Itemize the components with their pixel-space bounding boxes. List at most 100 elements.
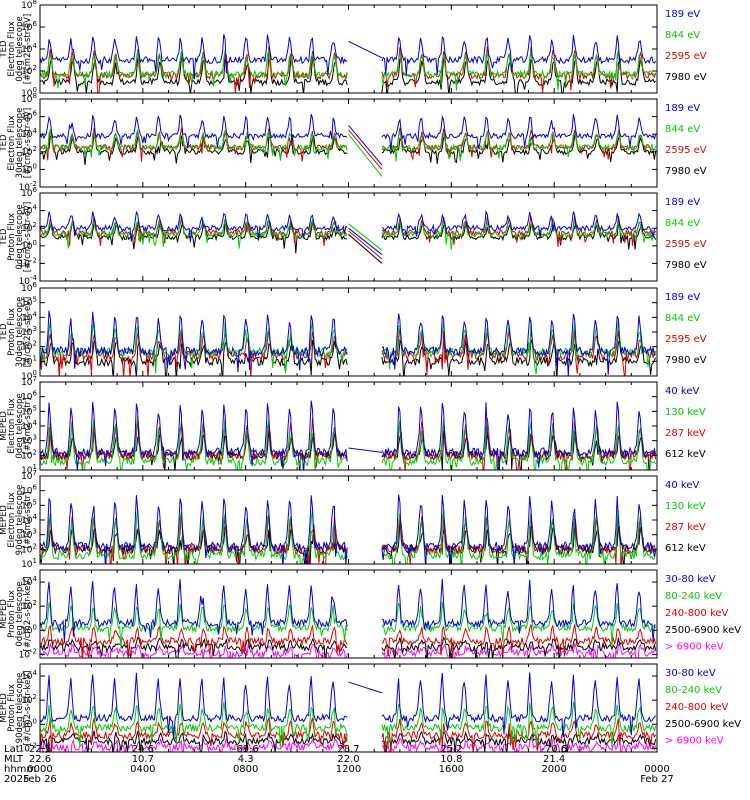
y-axis-label-line: [#/cm2-s-str] [23,492,33,549]
y-tick-exponent: 3 [33,325,37,333]
panel-1: 100 102 104 106 108 TEDElectron Flux0deg tele… [0,0,707,99]
y-tick-label: 103 [21,434,37,447]
x-row-label: Lat [4,744,20,755]
gap-line [348,223,383,251]
y-axis-label: MEPEDElectron Flux90deg telescope[#/cm2-… [0,485,33,556]
gap-line [348,125,383,166]
gap-line [348,447,382,453]
hhmm-value: 0000 [27,764,52,775]
mlt-value: 21.4 [543,754,565,765]
legend-entry: 2595 eV [665,51,707,62]
lat-value: 25.2 [440,744,462,755]
legend-entry: 844 eV [665,218,700,229]
y-axis-label-line: [#/cm2-s-str-eV] [23,297,33,367]
legend-entry: 844 eV [665,313,700,324]
hhmm-value: 0400 [130,764,155,775]
legend-entry: 130 keV [665,501,706,512]
y-tick-exponent: 2 [33,221,37,229]
legend-entry: > 6900 keV [665,736,724,747]
y-axis-label-line: Proton Flux [7,308,17,356]
legend-entry: 287 keV [665,428,706,439]
series-line [40,218,656,250]
gap-line [348,133,383,177]
y-tick-exponent: -2 [30,647,37,655]
y-axis-label-line: 90deg telescope [15,673,25,744]
legend-entry: 189 eV [665,197,700,208]
y-axis-label: TEDProton Flux30deg telescope[#/cm2-s-st… [0,297,33,368]
y-axis-label-line: 90deg telescope [15,485,25,556]
y-axis-label-line: [#/cm2-s-str-eV] [23,14,33,84]
legend-entry: 189 eV [665,9,700,20]
series-line [40,221,657,254]
y-tick-exponent: 4 [33,204,38,212]
gap-line [348,227,383,255]
y-tick-exponent: 2 [33,448,37,456]
y-tick-label: 105 [21,498,37,511]
y-tick-label: 106 [21,281,37,294]
y-tick-label: 10-2 [19,256,37,269]
y-tick-label: 102 [21,599,37,612]
y-axis-label-line: 0deg telescope [15,204,25,269]
legend-entry: 30-80 keV [665,574,716,585]
y-tick-exponent: 2 [33,693,37,701]
y-tick-exponent: 4 [33,669,38,677]
y-tick-label: 102 [21,448,37,461]
panel-traces [40,310,657,376]
legend-entry: > 6900 keV [665,642,724,653]
y-tick-label: 102 [21,542,37,555]
legend-entry: 7980 eV [665,166,707,177]
y-tick-label: 100 [21,623,37,636]
legend-entry: 7980 eV [665,355,707,366]
y-tick-exponent: 1 [33,354,37,362]
series-line [40,320,657,375]
legend-entry: 189 eV [665,103,700,114]
y-tick-label: 10-4 [19,274,38,287]
series-line [40,34,657,80]
panel-2: 10-2 100 102 104 106 108 TEDElectron Flux30deg… [0,92,707,193]
y-tick-exponent: -2 [30,180,37,188]
panel-traces [40,578,657,658]
series-line [40,114,657,150]
series-line [40,509,657,564]
legend-entry: 287 keV [665,522,706,533]
panel-frame [39,4,658,94]
mlt-value: 22.6 [29,754,51,765]
y-tick-exponent: 0 [33,86,37,94]
y-tick-label: 106 [21,20,37,33]
x-row-label: MLT [4,754,24,765]
legend-entry: 612 keV [665,543,706,554]
panel-traces [40,400,657,470]
y-axis-label: MEPEDProton Flux0deg telescope[#/cm2-s-s… [0,577,33,652]
y-tick-label: 100 [21,239,37,252]
legend-entry: 240-800 keV [665,608,729,619]
y-tick-label: 104 [21,310,37,323]
y-axis-label: TEDProton Flux0deg telescope[#/cm2-s-str… [0,202,33,272]
y-tick-label: 104 [21,669,37,682]
y-axis-label-line: Electron Flux [7,115,17,170]
gap-line [348,233,383,264]
y-axis-label-line: 0deg telescope [15,16,25,81]
y-axis-label-line: Electron Flux [7,492,17,547]
y-tick-label: 104 [21,204,37,217]
y-tick-exponent: 2 [33,340,37,348]
legend-entry: 189 eV [665,292,700,303]
y-tick-label: 106 [21,186,37,199]
y-tick-label: 10-2 [19,180,37,193]
legend-entry: 7980 eV [665,260,707,271]
series-line [40,46,657,93]
gap-line [348,40,383,59]
series-line [40,338,657,376]
y-axis-label-line: MEPED [0,411,9,441]
y-axis-label-line: Proton Flux [7,590,17,638]
series-line [40,672,657,739]
mlt-value: 10.8 [440,754,462,765]
y-tick-label: 101 [21,557,37,570]
y-tick-exponent: 6 [33,20,38,28]
series-line [40,133,657,165]
gap-line [348,129,383,170]
